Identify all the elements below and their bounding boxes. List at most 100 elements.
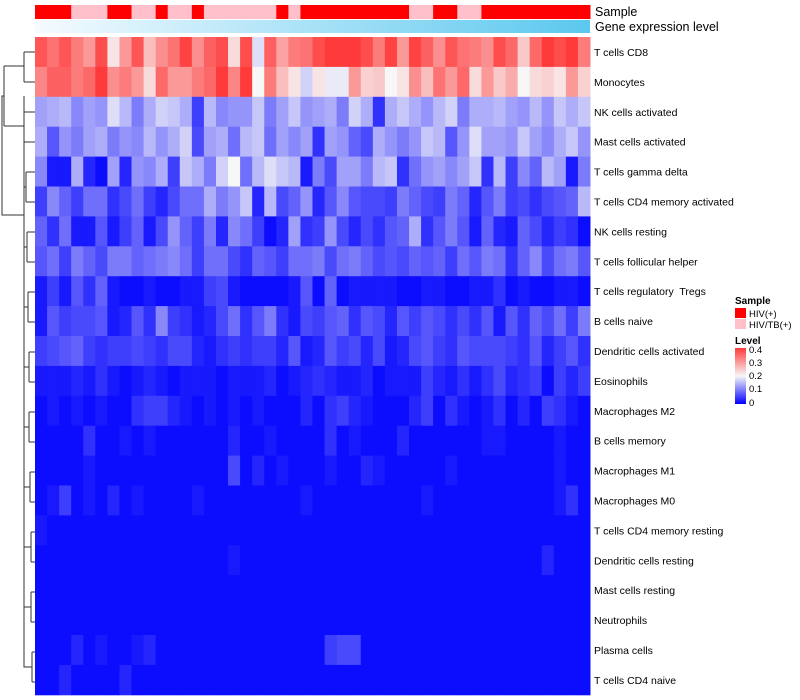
heatmap-cell (240, 216, 253, 247)
row-label: Mast cells resting (594, 585, 675, 597)
row-label: Plasma cells (594, 645, 653, 657)
heatmap-cell (421, 156, 434, 187)
heatmap-cell (324, 545, 338, 576)
heatmap-cell (143, 395, 157, 427)
heatmap-cell (264, 365, 277, 397)
heatmap-cell (457, 126, 470, 158)
gene-expression-annotation-track (35, 20, 590, 33)
heatmap-cell (421, 66, 434, 98)
heatmap-cell (71, 66, 84, 98)
heatmap-cell (300, 246, 313, 277)
heatmap-cell (131, 575, 145, 606)
heatmap-cell (384, 246, 398, 277)
heatmap-cell (59, 395, 72, 427)
heatmap-cell (493, 605, 507, 636)
heatmap-cell (47, 485, 60, 516)
heatmap-cell (493, 664, 507, 696)
heatmap-cell (228, 395, 241, 427)
sample-annotation-cell (59, 5, 72, 19)
heatmap-cell (191, 515, 205, 546)
heatmap-cell (384, 635, 398, 666)
heatmap-cell (300, 425, 313, 457)
heatmap-cell (457, 186, 470, 217)
heatmap-cell (167, 455, 181, 486)
heatmap-cell (191, 365, 205, 397)
heatmap-cell (288, 216, 301, 247)
heatmap-cell (348, 156, 362, 187)
heatmap-cell (517, 246, 531, 277)
heatmap-cell (35, 515, 48, 546)
heatmap-cell (288, 156, 301, 187)
row-label: T cells follicular helper (594, 256, 698, 268)
heatmap-cell (240, 276, 253, 307)
heatmap-cell (155, 425, 169, 457)
heatmap-cell (517, 365, 531, 397)
heatmap-cell (300, 365, 313, 397)
heatmap-cell (59, 246, 72, 277)
heatmap-cell (445, 37, 458, 68)
heatmap-cell (421, 246, 434, 277)
heatmap-cell (143, 96, 157, 128)
heatmap-cell (445, 455, 458, 486)
heatmap-cell (481, 635, 494, 666)
heatmap-cell (203, 37, 217, 68)
heatmap-cell (252, 575, 265, 606)
heatmap-cell (131, 96, 145, 128)
heatmap-cell (469, 66, 482, 98)
heatmap-cell (348, 126, 362, 158)
heatmap-cell (203, 306, 217, 337)
heatmap-cell (143, 664, 157, 696)
heatmap-cell (312, 635, 326, 666)
heatmap-cell (288, 425, 301, 457)
heatmap-cell (228, 216, 241, 247)
heatmap-cell (276, 336, 289, 367)
heatmap-cell (312, 605, 326, 636)
heatmap-cell (541, 216, 555, 247)
heatmap-cell (360, 156, 374, 187)
heatmap-cell (215, 575, 229, 606)
heatmap-cell (517, 186, 531, 217)
heatmap-cell (360, 246, 374, 277)
heatmap-cell (481, 126, 494, 158)
heatmap-cell (372, 37, 386, 68)
heatmap-cell (179, 365, 193, 397)
legend-swatch-hivtb (735, 319, 746, 329)
row-label: T cells CD8 (594, 47, 648, 59)
heatmap-cell (59, 664, 72, 696)
sample-annotation-cell (179, 5, 193, 19)
heatmap-cell (276, 605, 289, 636)
heatmap-cell (95, 635, 108, 666)
heatmap-cell (312, 545, 326, 576)
sample-annotation-cell (252, 5, 265, 19)
heatmap-cell (445, 186, 458, 217)
heatmap-cell (95, 126, 108, 158)
heatmap-cell (384, 126, 398, 158)
heatmap-cell (35, 605, 48, 636)
heatmap-cell (481, 246, 494, 277)
heatmap-cell (228, 126, 241, 158)
row-label: B cells memory (594, 436, 667, 448)
heatmap-cell (228, 37, 241, 68)
heatmap-cell (348, 336, 362, 367)
heatmap-cell (300, 664, 313, 696)
heatmap-cell (131, 126, 145, 158)
heatmap-cell (336, 306, 350, 337)
heatmap-cell (505, 485, 519, 516)
heatmap-cell (215, 455, 229, 486)
heatmap-cell (409, 575, 422, 606)
heatmap-cell (59, 545, 72, 576)
heatmap-cell (179, 306, 193, 337)
heatmap-cell (179, 276, 193, 307)
heatmap-cell (336, 336, 350, 367)
heatmap-cell (71, 336, 84, 367)
heatmap-cell (505, 216, 519, 247)
heatmap-cell (35, 66, 48, 98)
heatmap-cell (203, 126, 217, 158)
heatmap-cell (59, 66, 72, 98)
heatmap-cell (360, 515, 374, 546)
heatmap-cell (541, 575, 555, 606)
heatmap-cell (469, 126, 482, 158)
heatmap-cell (228, 485, 241, 516)
heatmap-cell (372, 96, 386, 128)
heatmap-cell (312, 156, 326, 187)
